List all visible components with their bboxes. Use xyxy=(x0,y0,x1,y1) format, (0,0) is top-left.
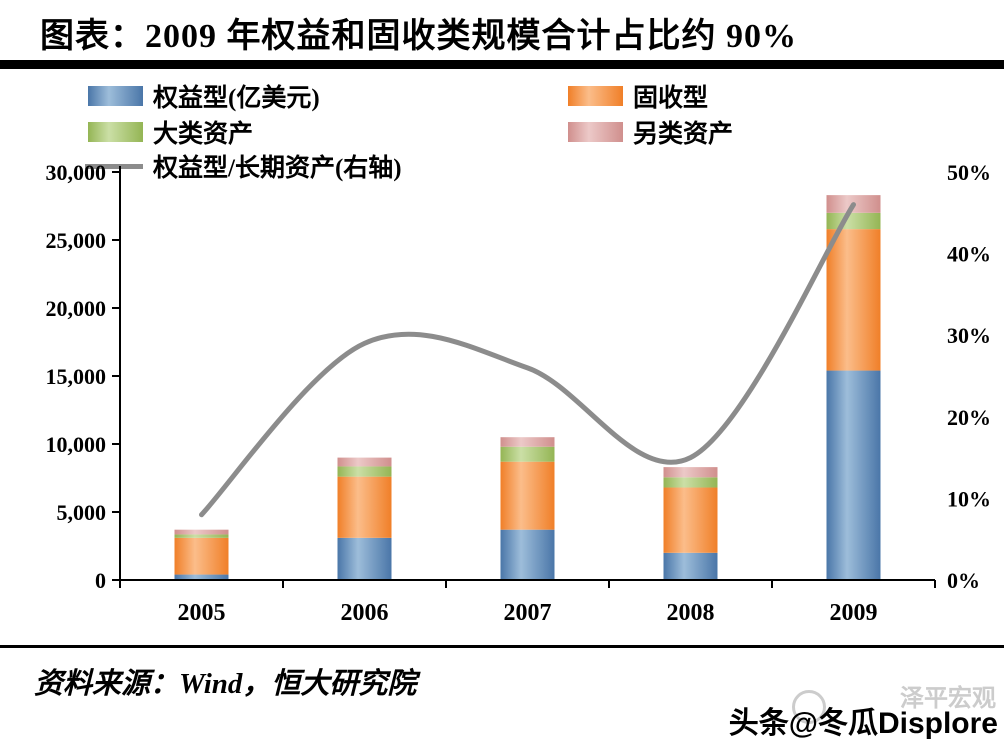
bottom-divider xyxy=(0,645,1004,648)
legend-swatch-multi-asset xyxy=(88,122,143,142)
legend-label-fixed-income: 固收型 xyxy=(633,85,709,112)
chart-canvas: 30,000 25,000 20,000 15,000 10,000 5,000 0 50% 4… xyxy=(46,160,992,626)
legend-item-multi-asset: 大类资产 xyxy=(88,114,253,150)
legend-swatch-alternative xyxy=(568,122,623,142)
bar-segment-2006-series-1 xyxy=(337,476,392,538)
bar-segment-2006-series-3 xyxy=(337,457,392,467)
bar-segment-2005-series-1 xyxy=(174,537,229,575)
y-axis-label-right: 10% xyxy=(947,486,991,511)
legend-swatch-fixed-income xyxy=(568,86,623,106)
legend-label-ratio-line: 权益型/长期资产(右轴) xyxy=(153,155,402,182)
bar-segment-2007-series-3 xyxy=(500,437,555,447)
legend-item-alternative: 另类资产 xyxy=(568,114,733,150)
legend-label-multi-asset: 大类资产 xyxy=(153,121,254,148)
bar-segment-2009-series-0 xyxy=(826,370,881,580)
bar-segment-2008-series-0 xyxy=(663,552,718,580)
legend-item-ratio-line: 权益型/长期资产(右轴) xyxy=(85,148,402,184)
title-divider xyxy=(0,60,1004,69)
y-axis-label-right: 40% xyxy=(947,242,991,267)
x-axis-label: 2008 xyxy=(667,600,715,626)
bar-segment-2008-series-3 xyxy=(663,467,718,478)
x-axis-label: 2005 xyxy=(178,600,226,626)
bar-segment-2007-series-1 xyxy=(500,461,555,530)
y-axis-label-left: 25,000 xyxy=(46,228,107,253)
x-axis-label: 2006 xyxy=(341,600,389,626)
bar-segment-2007-series-0 xyxy=(500,529,555,580)
bar-segment-2008-series-1 xyxy=(663,487,718,553)
bar-segment-2008-series-2 xyxy=(663,477,718,488)
y-axis-label-left: 5,000 xyxy=(57,500,107,525)
y-axis-label-left: 30,000 xyxy=(46,160,107,185)
x-axis-label: 2007 xyxy=(504,600,552,626)
y-axis-label-left: 0 xyxy=(95,568,106,593)
y-axis-label-left: 15,000 xyxy=(46,364,107,389)
legend-swatch-equity xyxy=(88,86,143,106)
bar-segment-2006-series-0 xyxy=(337,537,392,580)
source-note: 资料来源：Wind，恒大研究院 xyxy=(34,668,417,700)
legend-item-equity: 权益型(亿美元) xyxy=(88,78,320,114)
bar-segment-2009-series-2 xyxy=(826,212,881,230)
bar-segment-2005-series-3 xyxy=(174,529,229,535)
author-watermark: 头条@冬瓜Displore xyxy=(728,707,998,740)
legend-item-fixed-income: 固收型 xyxy=(568,78,708,114)
y-axis-label-right: 0% xyxy=(947,568,980,593)
bar-segment-2006-series-2 xyxy=(337,466,392,477)
x-axis-label: 2009 xyxy=(830,600,878,626)
brand-watermark: 泽平宏观 xyxy=(900,685,996,712)
y-axis-label-left: 20,000 xyxy=(46,296,107,321)
y-axis-label-right: 50% xyxy=(947,160,991,185)
legend: 权益型(亿美元) 固收型 大类资产 另类资产 权益型/长期资产(右轴) xyxy=(0,76,1004,182)
legend-label-equity: 权益型(亿美元) xyxy=(153,85,320,112)
legend-swatch-ratio-line xyxy=(85,163,143,169)
bar-segment-2007-series-2 xyxy=(500,446,555,462)
y-axis-label-right: 30% xyxy=(947,323,991,348)
ratio-line xyxy=(199,202,856,518)
y-axis-label-left: 10,000 xyxy=(46,432,107,457)
legend-label-alternative: 另类资产 xyxy=(633,121,734,148)
bar-segment-2005-series-0 xyxy=(174,574,229,580)
bar-segment-2009-series-1 xyxy=(826,229,881,371)
bar-segment-2005-series-2 xyxy=(174,534,229,538)
brand-logo-icon xyxy=(792,690,826,724)
y-axis-label-right: 20% xyxy=(947,405,991,430)
chart-title: 图表：2009 年权益和固收类规模合计占比约 90% xyxy=(40,18,797,55)
